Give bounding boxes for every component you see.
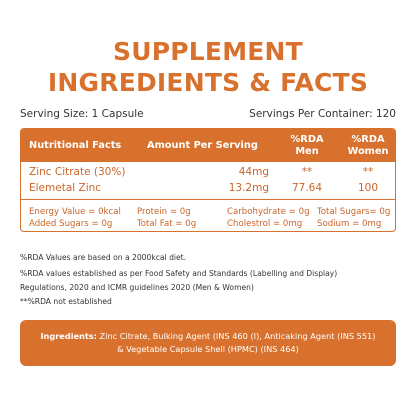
rda-men-value: 77.64 <box>291 182 323 194</box>
title-line-1: SUPPLEMENT <box>113 37 303 66</box>
nutrition-table: Nutritional Facts Amount Per Serving %RD… <box>20 128 396 232</box>
ingredient-amount: 44mg <box>238 166 269 178</box>
carbohydrate-value: Carbohydrate = 0g <box>227 207 310 217</box>
rda-men-value: ** <box>301 166 313 178</box>
rda-women-value: 100 <box>357 182 379 194</box>
ingredient-name: Elemetal Zinc <box>29 182 102 194</box>
header-amount-per-serving: Amount Per Serving <box>147 140 258 151</box>
table-divider <box>21 199 395 200</box>
ingredient-amount: 13.2mg <box>228 182 269 194</box>
energy-value: Energy Value = 0kcal <box>29 207 121 217</box>
ingredient-name: Zinc Citrate (30%) <box>29 166 126 178</box>
header-rda-men: %RDA Men <box>290 134 324 157</box>
rda-women-value: ** <box>362 166 374 178</box>
ingredients-line-1: Ingredients: Zinc Citrate, Bulking Agent… <box>20 330 396 343</box>
serving-info-row: Serving Size: 1 Capsule Servings Per Con… <box>20 108 396 124</box>
total-fat-value: Total Fat = 0g <box>137 219 197 229</box>
page-title: SUPPLEMENT INGREDIENTS & FACTS <box>0 36 416 98</box>
ingredients-banner: Ingredients: Zinc Citrate, Bulking Agent… <box>20 320 396 366</box>
footnote: %RDA Values are based on a 2000kcal diet… <box>20 253 187 262</box>
ingredients-text-1: Zinc Citrate, Bulking Agent (INS 460 (I)… <box>96 331 376 341</box>
ingredients-text-2: & Vegetable Capsule Shell (HPMC) (INS 46… <box>117 344 299 354</box>
cholestrol-value: Cholestrol = 0mg <box>227 219 303 229</box>
servings-per-container: Servings Per Container: 120 <box>249 108 396 120</box>
total-sugars-value: Total Sugars= 0g <box>317 207 391 217</box>
protein-value: Protein = 0g <box>137 207 191 217</box>
sodium-value: Sodium = 0mg <box>317 219 382 229</box>
table-header: Nutritional Facts Amount Per Serving %RD… <box>21 129 395 162</box>
footnote: **%RDA not established <box>20 297 112 306</box>
title-line-2: INGREDIENTS & FACTS <box>47 68 369 97</box>
serving-size: Serving Size: 1 Capsule <box>20 108 144 120</box>
added-sugars-value: Added Sugars = 0g <box>29 219 113 229</box>
footnote: Regulations, 2020 and ICMR guidelines 20… <box>20 283 254 292</box>
header-rda-women: %RDA Women <box>347 134 389 157</box>
ingredients-label: Ingredients: <box>40 331 97 341</box>
header-nutritional-facts: Nutritional Facts <box>29 140 122 151</box>
footnote: %RDA values established as per Food Safe… <box>20 269 338 278</box>
